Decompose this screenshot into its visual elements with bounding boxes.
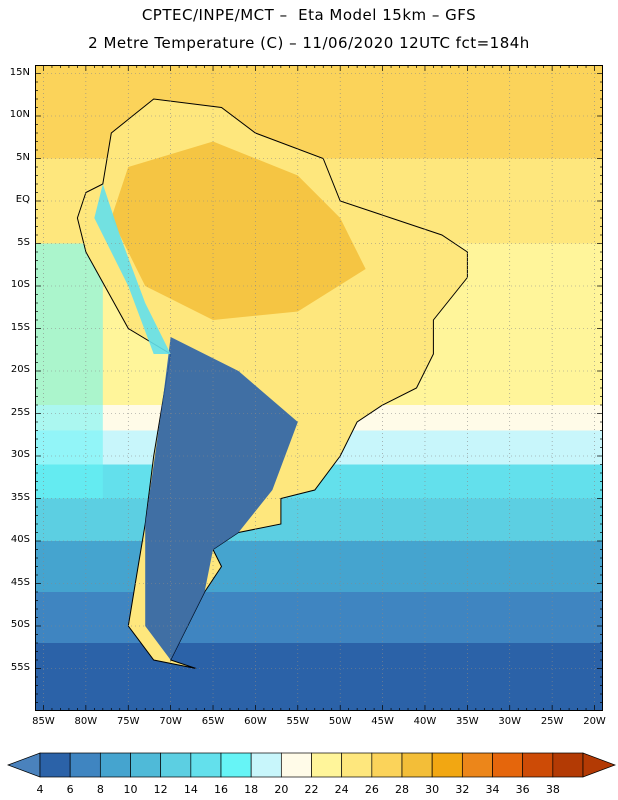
lat-label: 35S [10, 491, 30, 503]
lat-label: 5N [16, 151, 30, 163]
ocean-band-7 [35, 498, 603, 541]
map-title-line-2: 2 Metre Temperature (C) – 11/06/2020 12U… [88, 34, 530, 52]
lat-label: 50S [10, 619, 30, 630]
colorbar-swatch-0 [39, 752, 71, 778]
lat-label: 25S [10, 406, 30, 418]
colorbar-swatch-17 [552, 752, 584, 778]
temperature-map [35, 65, 603, 711]
lon-label: 75W [116, 716, 140, 727]
colorbar-tick-label: 26 [364, 783, 379, 796]
lon-label: 20W [583, 716, 606, 727]
colorbar-tick-label: 36 [515, 783, 530, 796]
lon-label: 70W [159, 716, 182, 727]
lon-label: 35W [456, 716, 479, 727]
colorbar-tick-label: 24 [334, 783, 349, 796]
lat-label: EQ [15, 194, 30, 205]
lat-label: 45S [10, 576, 30, 588]
colorbar-tick-label: 28 [395, 783, 409, 796]
lat-label: 55S [10, 661, 30, 673]
ocean-band-10 [35, 643, 603, 711]
lon-label: 80W [74, 716, 98, 727]
colorbar-swatch-16 [522, 752, 554, 778]
pacific-cool-strip [35, 243, 103, 499]
colorbar-swatch-8 [280, 752, 312, 778]
lon-label: 25W [540, 716, 564, 727]
lon-label: 60W [244, 716, 267, 727]
colorbar-swatch-4 [160, 752, 192, 778]
colorbar-tick-label: 14 [183, 783, 198, 796]
southern-cone-cold-region [145, 337, 298, 660]
lat-label: 30S [10, 449, 30, 460]
colorbar-swatch-15 [492, 752, 524, 778]
colorbar-over-arrow [582, 752, 616, 778]
colorbar-tick-label: 4 [36, 783, 44, 796]
lat-label: 5S [17, 236, 30, 248]
colorbar-swatch-11 [371, 752, 403, 778]
colorbar-swatch-7 [250, 752, 282, 778]
colorbar-tick-label: 34 [485, 783, 500, 796]
lon-label: 30W [498, 716, 522, 727]
lat-label: 10N [9, 109, 30, 120]
lat-label: 10S [10, 279, 30, 290]
colorbar-tick-label: 8 [96, 783, 104, 796]
colorbar-tick-label: 10 [123, 783, 138, 796]
colorbar-swatch-12 [401, 752, 433, 778]
amazon-warm-region [111, 141, 366, 320]
ocean-band-9 [35, 592, 603, 643]
colorbar-swatch-10 [341, 752, 373, 778]
colorbar [7, 752, 616, 778]
colorbar-under-arrow [7, 752, 41, 778]
colorbar-tick-label: 6 [66, 783, 74, 796]
lon-label: 50W [328, 716, 352, 727]
lon-label: 40W [413, 716, 437, 727]
colorbar-tick-label: 12 [153, 783, 168, 796]
colorbar-swatch-5 [190, 752, 222, 778]
colorbar-tick-label: 20 [274, 783, 289, 796]
colorbar-tick-label: 22 [304, 783, 319, 796]
lon-label: 45W [371, 716, 394, 727]
lat-label: 15N [9, 66, 30, 78]
map-title-line-1: CPTEC/INPE/MCT – Eta Model 15km – GFS [141, 6, 477, 24]
colorbar-tick-label: 38 [545, 783, 560, 796]
colorbar-swatch-3 [130, 752, 162, 778]
colorbar-swatch-6 [220, 752, 252, 778]
lon-label: 85W [32, 716, 55, 727]
colorbar-tick-label: 30 [425, 783, 440, 796]
colorbar-swatch-14 [461, 752, 493, 778]
andes-cool-ridge [94, 184, 171, 354]
lat-label: 40S [10, 534, 30, 545]
lat-label: 20S [10, 364, 30, 375]
ocean-band-8 [35, 541, 603, 592]
lat-label: 15S [10, 321, 30, 333]
colorbar-swatch-13 [431, 752, 463, 778]
colorbar-tick-label: 32 [455, 783, 470, 796]
colorbar-tick-label: 18 [244, 783, 259, 796]
lon-label: 55W [286, 716, 310, 727]
colorbar-tick-label: 16 [214, 783, 228, 796]
colorbar-swatch-9 [311, 752, 343, 778]
colorbar-swatch-2 [99, 752, 131, 778]
colorbar-swatch-1 [69, 752, 101, 778]
lon-label: 65W [201, 716, 225, 727]
map-frame [35, 65, 603, 711]
